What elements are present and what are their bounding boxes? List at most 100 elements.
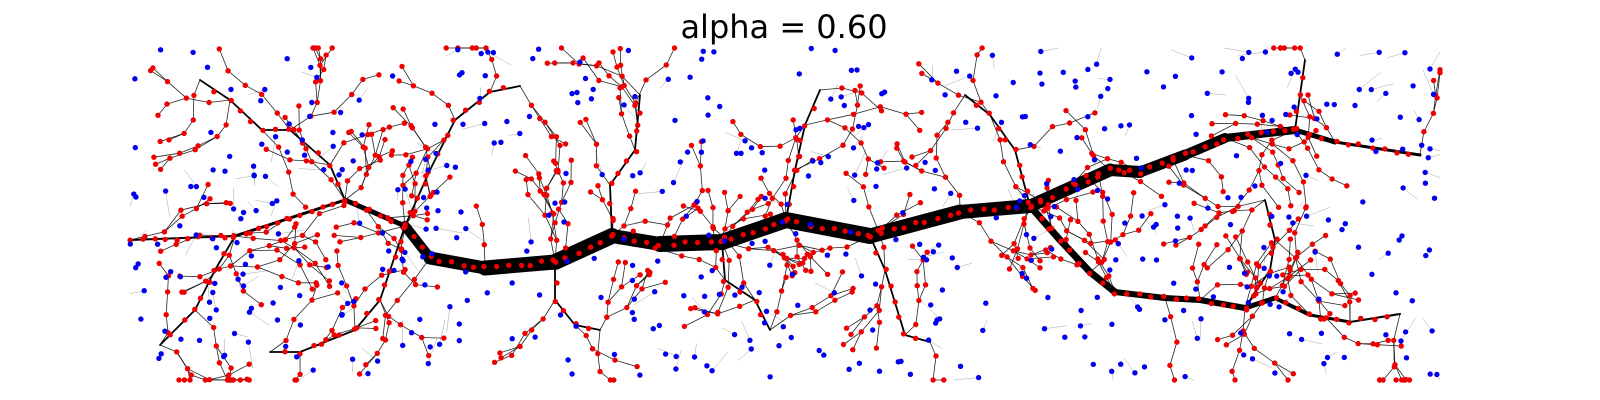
- branch-node: [1214, 141, 1220, 147]
- branch-node: [207, 196, 213, 202]
- branch-node: [363, 207, 370, 213]
- twig-edge: [592, 348, 616, 361]
- branch-node: [1246, 187, 1252, 193]
- branch-node: [1308, 257, 1314, 263]
- branch-node: [719, 256, 725, 263]
- branch-node: [610, 49, 616, 55]
- branch-node: [351, 303, 357, 309]
- branch-node: [1124, 291, 1130, 297]
- twig-edge: [819, 87, 843, 91]
- leaf-node: [284, 56, 290, 62]
- twig-edge: [748, 248, 775, 252]
- leaf-node: [1041, 326, 1048, 332]
- branch-node: [352, 200, 359, 207]
- branch-node: [844, 244, 850, 250]
- twig-edge: [918, 63, 939, 84]
- twig-edge: [669, 204, 695, 219]
- twig-edge: [596, 65, 623, 77]
- twig-edge: [542, 299, 556, 320]
- leaf-node: [420, 254, 426, 260]
- leaf-node: [1122, 220, 1128, 226]
- twig-edge: [1110, 213, 1113, 243]
- twig-edge: [1102, 195, 1104, 222]
- branch-node: [1167, 362, 1173, 369]
- leaf-node: [435, 208, 441, 214]
- twig-edge: [1056, 206, 1079, 222]
- branch-node: [375, 223, 381, 230]
- leaf-node: [1352, 102, 1358, 109]
- branch-node: [397, 322, 404, 328]
- leaf-node: [691, 354, 698, 360]
- branch-node: [537, 115, 543, 122]
- branch-node: [374, 350, 380, 356]
- branch-node: [1327, 311, 1333, 317]
- branch-node: [386, 268, 393, 274]
- twig-edge: [785, 160, 789, 179]
- leaf-node: [1109, 368, 1115, 374]
- leaf-node: [456, 321, 462, 327]
- branch-node: [730, 223, 736, 229]
- branch-node: [184, 366, 191, 372]
- trunk-edge: [1292, 127, 1338, 145]
- branch-node: [461, 263, 467, 269]
- leaf-edge: [1429, 51, 1441, 70]
- leaf-node: [460, 121, 466, 128]
- branch-node: [389, 148, 396, 154]
- branch-node: [1273, 295, 1280, 301]
- leaf-node: [733, 150, 740, 156]
- leaf-node: [1017, 198, 1023, 204]
- leaf-node: [582, 75, 589, 82]
- leaf-edge: [1252, 358, 1273, 369]
- twig-edge: [607, 286, 622, 303]
- twig-edge: [799, 244, 823, 251]
- branch-node: [157, 138, 163, 145]
- twig-edge: [167, 81, 187, 99]
- twig-edge: [606, 307, 628, 318]
- branch-node: [1345, 142, 1352, 148]
- leaf-node: [482, 73, 488, 79]
- twig-edge: [1274, 239, 1296, 259]
- branch-node: [1166, 179, 1172, 185]
- branch-node: [1121, 169, 1128, 176]
- twig-edge: [1069, 112, 1096, 124]
- twig-edge: [721, 241, 730, 261]
- leaf-node: [454, 235, 460, 241]
- branch-node: [156, 260, 162, 267]
- branch-node: [907, 191, 913, 198]
- branch-node: [1285, 377, 1291, 383]
- branch-node: [392, 254, 399, 260]
- branch-node: [1223, 233, 1229, 239]
- branch-node: [528, 176, 534, 182]
- branch-node: [1313, 127, 1319, 134]
- branch-node: [237, 377, 243, 383]
- trunk-edge: [400, 221, 435, 263]
- branch-node: [1401, 377, 1407, 383]
- branch-node: [187, 377, 193, 383]
- branch-node: [272, 126, 279, 132]
- twig-edge: [293, 247, 316, 264]
- leaf-node: [274, 317, 281, 323]
- leaf-edge: [1400, 317, 1416, 342]
- branch-node: [258, 91, 265, 98]
- branch-node: [933, 353, 939, 359]
- branch-node: [950, 110, 957, 116]
- branch-node: [1108, 239, 1114, 245]
- leaf-node: [201, 194, 207, 200]
- twig-edge: [561, 182, 564, 203]
- branch-node: [388, 152, 395, 158]
- branch-node: [1127, 167, 1133, 173]
- branch-node: [279, 273, 285, 280]
- twig-edge: [269, 340, 287, 353]
- branch-node: [1090, 189, 1096, 195]
- leaf-node: [928, 302, 934, 308]
- leaf-node: [1074, 186, 1081, 192]
- leaf-node: [1298, 336, 1305, 343]
- twig-edge: [1017, 223, 1025, 250]
- branch-node: [738, 131, 744, 138]
- branch-node: [1309, 241, 1316, 247]
- leaf-node: [1189, 55, 1195, 61]
- twig-edge: [990, 240, 1014, 252]
- branch-node: [1277, 45, 1284, 51]
- branch-node: [794, 237, 800, 243]
